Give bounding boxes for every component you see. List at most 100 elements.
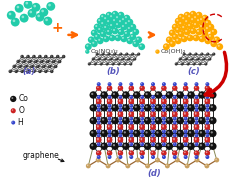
Circle shape — [108, 143, 109, 144]
Circle shape — [16, 6, 19, 8]
Circle shape — [193, 111, 198, 116]
Circle shape — [183, 121, 187, 125]
Circle shape — [128, 111, 134, 116]
Circle shape — [204, 138, 209, 143]
Circle shape — [186, 143, 194, 150]
Circle shape — [183, 100, 185, 102]
Circle shape — [104, 37, 106, 39]
Circle shape — [111, 11, 118, 18]
Circle shape — [107, 125, 109, 127]
Circle shape — [172, 100, 174, 102]
Circle shape — [150, 125, 155, 130]
Circle shape — [204, 142, 208, 146]
Circle shape — [90, 40, 97, 47]
Circle shape — [8, 70, 12, 73]
Circle shape — [128, 85, 134, 91]
Circle shape — [103, 57, 106, 61]
Circle shape — [204, 121, 208, 125]
Circle shape — [192, 15, 199, 22]
Circle shape — [186, 130, 194, 137]
Circle shape — [120, 17, 127, 24]
Circle shape — [193, 112, 198, 117]
Circle shape — [117, 19, 124, 26]
Circle shape — [172, 125, 174, 127]
Circle shape — [121, 25, 123, 27]
Circle shape — [127, 58, 128, 59]
Circle shape — [208, 117, 216, 124]
Circle shape — [194, 95, 198, 99]
Circle shape — [39, 70, 40, 71]
Circle shape — [134, 144, 136, 146]
Circle shape — [36, 65, 40, 68]
Circle shape — [204, 20, 210, 26]
Circle shape — [97, 152, 98, 153]
Circle shape — [150, 138, 155, 143]
Circle shape — [188, 53, 191, 56]
Circle shape — [178, 57, 181, 61]
Circle shape — [184, 156, 185, 157]
Circle shape — [161, 155, 165, 159]
Circle shape — [178, 15, 180, 17]
Circle shape — [24, 65, 28, 68]
Circle shape — [105, 12, 112, 19]
Circle shape — [166, 131, 169, 133]
Circle shape — [204, 125, 209, 130]
Circle shape — [205, 134, 207, 136]
Circle shape — [166, 93, 169, 95]
Circle shape — [171, 137, 177, 142]
Circle shape — [198, 63, 199, 64]
Circle shape — [151, 87, 153, 88]
Circle shape — [86, 45, 88, 47]
Circle shape — [205, 87, 207, 88]
Circle shape — [210, 144, 212, 146]
Circle shape — [151, 113, 153, 115]
Circle shape — [189, 17, 196, 24]
Circle shape — [119, 83, 120, 84]
Circle shape — [171, 112, 177, 117]
Circle shape — [172, 138, 174, 139]
Circle shape — [106, 125, 112, 130]
Circle shape — [106, 98, 112, 104]
Circle shape — [117, 125, 123, 130]
Circle shape — [183, 139, 185, 140]
Circle shape — [145, 131, 147, 133]
Circle shape — [85, 43, 91, 50]
Circle shape — [194, 156, 196, 157]
Circle shape — [51, 56, 52, 57]
Circle shape — [177, 144, 180, 146]
Circle shape — [198, 62, 201, 66]
Circle shape — [181, 37, 183, 39]
Circle shape — [205, 109, 207, 110]
Circle shape — [129, 117, 133, 121]
Circle shape — [145, 119, 147, 121]
Circle shape — [46, 60, 48, 62]
Circle shape — [97, 125, 98, 127]
Circle shape — [133, 58, 134, 59]
Circle shape — [156, 144, 158, 146]
Circle shape — [194, 118, 196, 119]
Circle shape — [214, 159, 216, 160]
Circle shape — [129, 113, 131, 115]
Circle shape — [150, 85, 155, 91]
Circle shape — [101, 119, 104, 121]
Circle shape — [132, 40, 139, 47]
Circle shape — [122, 91, 129, 99]
Circle shape — [62, 55, 65, 58]
Circle shape — [137, 53, 138, 54]
Circle shape — [95, 53, 98, 56]
Circle shape — [93, 62, 96, 66]
Circle shape — [183, 138, 185, 139]
Circle shape — [140, 121, 144, 125]
Circle shape — [45, 70, 46, 71]
Circle shape — [172, 126, 174, 128]
Circle shape — [177, 106, 180, 108]
Circle shape — [134, 131, 136, 133]
Circle shape — [165, 117, 172, 124]
Circle shape — [177, 30, 184, 37]
Circle shape — [162, 96, 163, 97]
Circle shape — [194, 133, 198, 137]
Circle shape — [192, 62, 195, 66]
Circle shape — [130, 118, 131, 119]
Circle shape — [139, 99, 144, 105]
Circle shape — [108, 96, 109, 97]
